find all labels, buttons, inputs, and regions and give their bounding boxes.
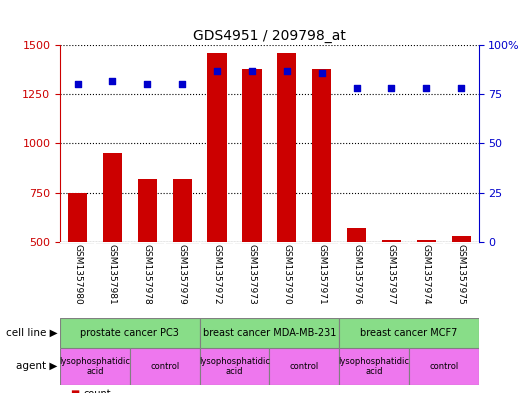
Title: GDS4951 / 209798_at: GDS4951 / 209798_at (193, 29, 346, 43)
Bar (347, 228, 366, 340)
Point (178, 81, 186, 88)
Point (108, 77, 117, 84)
Text: prostate cancer PC3: prostate cancer PC3 (81, 328, 179, 338)
Text: control: control (150, 362, 179, 371)
Bar (138, 179, 157, 340)
Text: GSM1357971: GSM1357971 (317, 244, 326, 305)
Bar (68, 193, 87, 340)
Bar (103, 153, 122, 340)
Text: ■: ■ (71, 389, 80, 393)
Point (248, 68, 256, 74)
Text: breast cancer MDA-MB-231: breast cancer MDA-MB-231 (202, 328, 336, 338)
Text: breast cancer MCF7: breast cancer MCF7 (360, 328, 458, 338)
Text: lysophosphatidic
acid: lysophosphatidic acid (338, 357, 410, 376)
Text: control: control (290, 362, 319, 371)
Bar (277, 53, 297, 340)
Bar (269, 348, 339, 385)
Text: GSM1357979: GSM1357979 (178, 244, 187, 305)
Bar (409, 348, 479, 385)
Text: GSM1357976: GSM1357976 (352, 244, 361, 305)
Text: control: control (429, 362, 458, 371)
Point (457, 85, 465, 92)
Text: GSM1357970: GSM1357970 (282, 244, 291, 305)
Text: GSM1357972: GSM1357972 (212, 244, 222, 305)
Text: lysophosphatidic
acid: lysophosphatidic acid (60, 357, 131, 376)
Text: GSM1357977: GSM1357977 (387, 244, 396, 305)
Text: GSM1357978: GSM1357978 (143, 244, 152, 305)
Bar (242, 69, 262, 340)
Bar (208, 53, 226, 340)
Text: lysophosphatidic
acid: lysophosphatidic acid (199, 357, 270, 376)
Point (353, 85, 361, 92)
Bar (339, 318, 479, 348)
Text: GSM1357974: GSM1357974 (422, 244, 431, 305)
Bar (200, 348, 269, 385)
Text: cell line ▶: cell line ▶ (6, 328, 58, 338)
Text: GSM1357980: GSM1357980 (73, 244, 82, 305)
Bar (60, 348, 130, 385)
Text: GSM1357981: GSM1357981 (108, 244, 117, 305)
Bar (200, 318, 339, 348)
Point (422, 85, 430, 92)
Text: GSM1357975: GSM1357975 (457, 244, 465, 305)
Point (282, 68, 291, 74)
Text: count: count (84, 389, 111, 393)
Bar (312, 69, 331, 340)
Point (387, 85, 395, 92)
Bar (173, 179, 192, 340)
Bar (339, 348, 409, 385)
Point (143, 81, 152, 88)
Point (73, 81, 82, 88)
Text: agent ▶: agent ▶ (16, 362, 58, 371)
Bar (451, 236, 471, 340)
Bar (130, 348, 200, 385)
Bar (417, 240, 436, 340)
Point (317, 70, 326, 76)
Text: GSM1357973: GSM1357973 (247, 244, 256, 305)
Bar (382, 240, 401, 340)
Bar (60, 318, 200, 348)
Point (213, 68, 221, 74)
